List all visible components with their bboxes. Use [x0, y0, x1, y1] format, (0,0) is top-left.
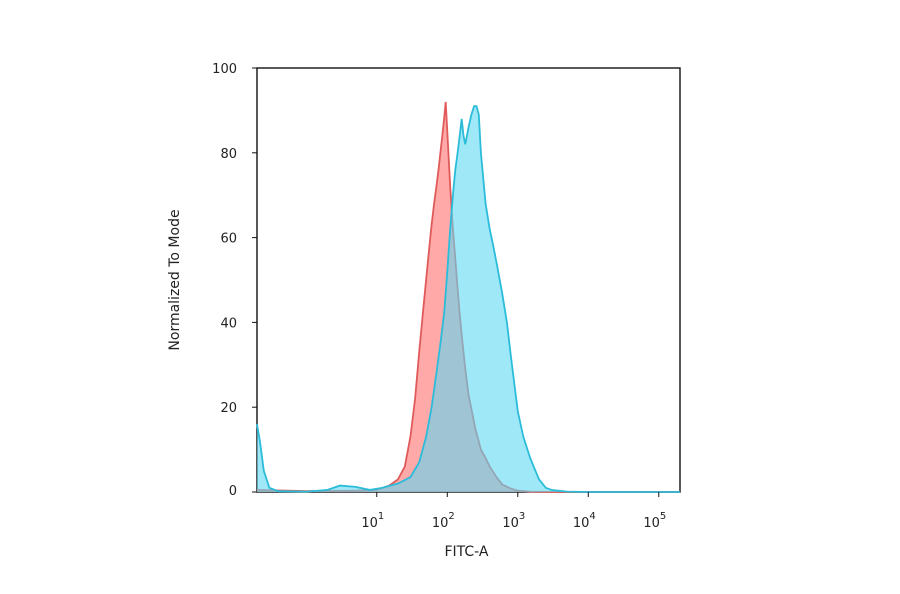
y-tick-label: 60 — [220, 232, 237, 247]
y-axis-ticks: 0 20 40 60 80 100 — [212, 62, 257, 499]
x-tick-label: 102 — [432, 511, 455, 531]
x-tick-label: 105 — [643, 511, 666, 531]
series-2-area — [257, 106, 680, 492]
series-2-line — [256, 105, 680, 493]
plot-area — [256, 67, 681, 493]
x-tick-label: 103 — [502, 511, 525, 531]
y-tick-label: 80 — [220, 147, 237, 162]
x-tick-label: 101 — [361, 511, 384, 531]
y-axis-label: Normalized To Mode — [167, 209, 183, 350]
y-tick-label: 100 — [212, 62, 237, 77]
series-layer — [256, 101, 680, 493]
x-tick-label: 104 — [573, 511, 596, 531]
x-axis-ticks: 101 102 103 104 105 — [361, 492, 666, 531]
y-tick-label: 20 — [220, 401, 237, 416]
x-axis-label: FITC-A — [444, 544, 488, 560]
y-tick-label: 0 — [229, 484, 237, 499]
y-tick-label: 40 — [220, 316, 237, 331]
